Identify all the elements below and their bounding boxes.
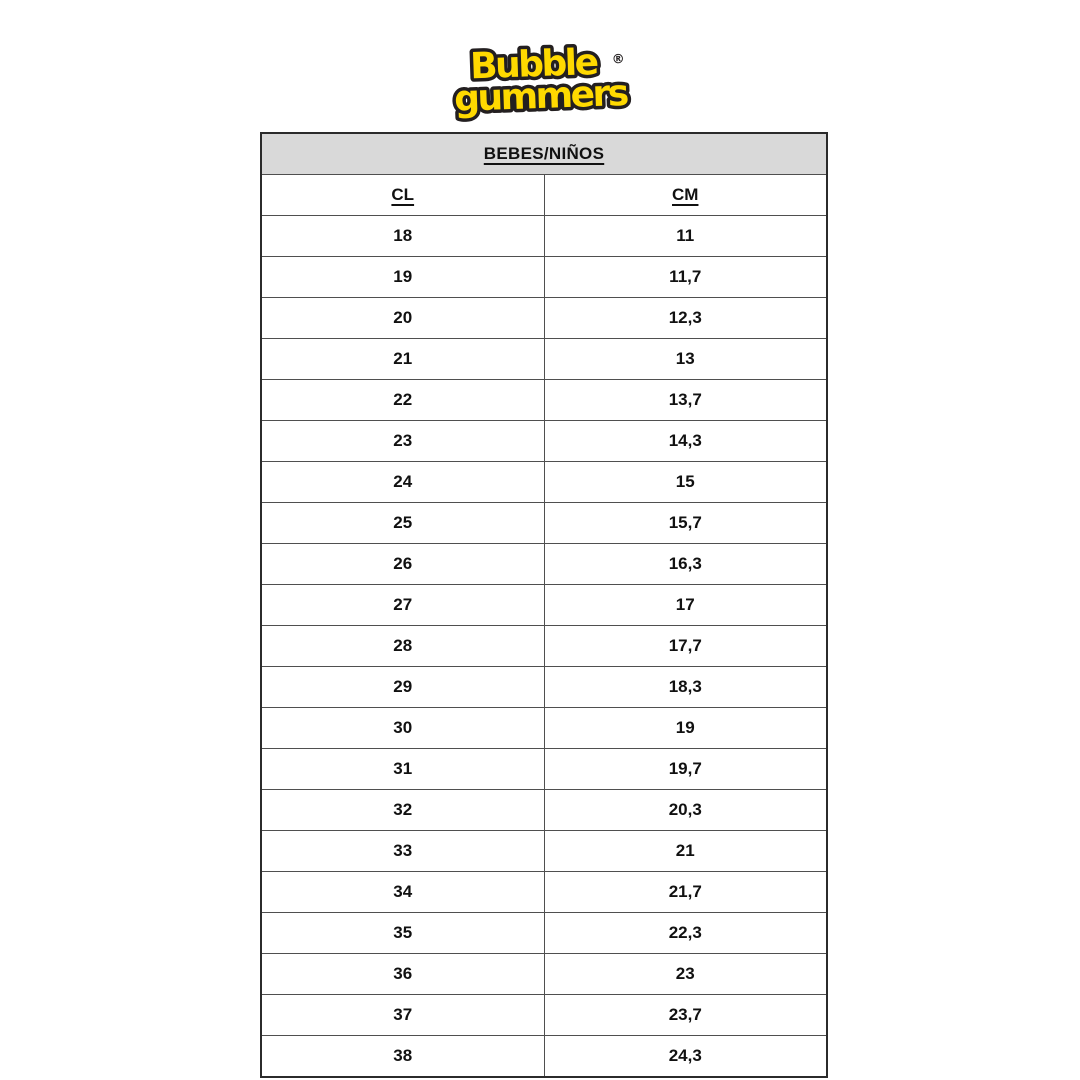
table-row: 31 19,7: [260, 748, 828, 790]
size-table: BEBES/NIÑOS CL CM 18 11 19 11,7 20 12,3 21 13 22…: [260, 132, 828, 1078]
cl-value-cell: 25: [260, 502, 545, 544]
size-table-body: 18 11 19 11,7 20 12,3 21 13 22 13,7 23 14,3 24 15 25 15…: [260, 215, 828, 1078]
cl-value-cell: 21: [260, 338, 545, 380]
cl-value-cell: 19: [260, 256, 545, 298]
cm-value-cell: 11: [543, 215, 828, 257]
bubble-gummers-logo: Bubble gummers ®: [430, 36, 650, 132]
cm-value-cell: 18,3: [543, 666, 828, 708]
table-row: 37 23,7: [260, 994, 828, 1036]
cm-value-cell: 16,3: [543, 543, 828, 585]
cl-value-cell: 37: [260, 994, 545, 1036]
table-row: 28 17,7: [260, 625, 828, 667]
size-table-head: BEBES/NIÑOS CL CM: [260, 132, 828, 216]
table-row: 21 13: [260, 338, 828, 380]
cl-value-cell: 22: [260, 379, 545, 421]
table-row: 19 11,7: [260, 256, 828, 298]
cl-value-cell: 28: [260, 625, 545, 667]
table-row: 22 13,7: [260, 379, 828, 421]
cm-value-cell: 23,7: [543, 994, 828, 1036]
table-row: 33 21: [260, 830, 828, 872]
cm-value-cell: 22,3: [543, 912, 828, 954]
bubble-gummers-logo-art: Bubble gummers ®: [450, 38, 632, 123]
cm-value-cell: 20,3: [543, 789, 828, 831]
cm-value-cell: 21,7: [543, 871, 828, 913]
cl-value-cell: 33: [260, 830, 545, 872]
cm-value-cell: 12,3: [543, 297, 828, 339]
table-row: 18 11: [260, 215, 828, 257]
cm-value-cell: 13,7: [543, 379, 828, 421]
column-header-cm: CM: [543, 174, 828, 216]
cl-value-cell: 32: [260, 789, 545, 831]
table-row: 26 16,3: [260, 543, 828, 585]
cl-value-cell: 30: [260, 707, 545, 749]
cl-value-cell: 34: [260, 871, 545, 913]
cm-value-cell: 19,7: [543, 748, 828, 790]
cm-value-cell: 15,7: [543, 502, 828, 544]
table-row: 20 12,3: [260, 297, 828, 339]
cl-value-cell: 24: [260, 461, 545, 503]
table-row: 30 19: [260, 707, 828, 749]
cm-value-cell: 17: [543, 584, 828, 626]
cm-value-cell: 14,3: [543, 420, 828, 462]
table-row: 29 18,3: [260, 666, 828, 708]
registered-trademark-icon: ®: [611, 52, 625, 67]
table-row: 36 23: [260, 953, 828, 995]
cl-value-cell: 29: [260, 666, 545, 708]
cl-value-cell: 31: [260, 748, 545, 790]
title-row: BEBES/NIÑOS: [260, 132, 828, 175]
cm-value-cell: 11,7: [543, 256, 828, 298]
cl-value-cell: 35: [260, 912, 545, 954]
table-row: 24 15: [260, 461, 828, 503]
table-row: 32 20,3: [260, 789, 828, 831]
cm-value-cell: 19: [543, 707, 828, 749]
table-row: 27 17: [260, 584, 828, 626]
cm-value-cell: 21: [543, 830, 828, 872]
logo-word-gummers: gummers: [454, 73, 629, 120]
cl-value-cell: 26: [260, 543, 545, 585]
table-row: 25 15,7: [260, 502, 828, 544]
cm-value-cell: 13: [543, 338, 828, 380]
cm-value-cell: 24,3: [543, 1035, 828, 1078]
cl-value-cell: 27: [260, 584, 545, 626]
cm-value-cell: 23: [543, 953, 828, 995]
table-row: 38 24,3: [260, 1035, 828, 1078]
cl-value-cell: 18: [260, 215, 545, 257]
column-header-cl: CL: [260, 174, 545, 216]
cl-value-cell: 23: [260, 420, 545, 462]
table-row: 23 14,3: [260, 420, 828, 462]
table-row: 34 21,7: [260, 871, 828, 913]
cl-value-cell: 36: [260, 953, 545, 995]
cl-value-cell: 20: [260, 297, 545, 339]
cm-value-cell: 15: [543, 461, 828, 503]
column-header-row: CL CM: [260, 174, 828, 216]
cl-value-cell: 38: [260, 1035, 545, 1078]
logo-word-bubble: Bubble: [469, 42, 598, 87]
cm-value-cell: 17,7: [543, 625, 828, 667]
table-row: 35 22,3: [260, 912, 828, 954]
table-title: BEBES/NIÑOS: [260, 132, 828, 175]
